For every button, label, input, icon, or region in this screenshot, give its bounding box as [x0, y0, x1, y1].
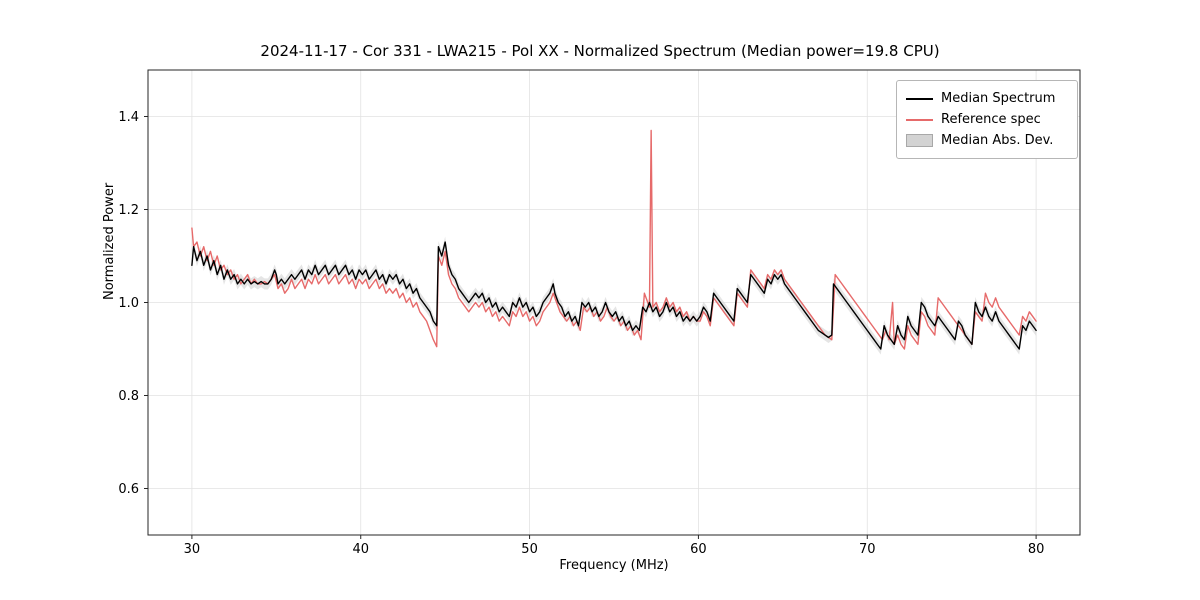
x-tick-label: 50: [521, 542, 538, 557]
x-tick-label: 80: [1028, 542, 1045, 557]
legend-label: Reference spec: [941, 112, 1041, 127]
chart-title: 2024-11-17 - Cor 331 - LWA215 - Pol XX -…: [260, 42, 940, 60]
x-tick-label: 60: [690, 542, 707, 557]
y-tick-label: 1.4: [118, 110, 139, 125]
y-tick-label: 1.2: [118, 203, 139, 218]
x-tick-label: 70: [859, 542, 876, 557]
x-tick-label: 40: [352, 542, 369, 557]
reference-spec-line: [191, 129, 1037, 350]
x-axis-label: Frequency (MHz): [559, 558, 669, 573]
legend: Median Spectrum Reference spec Median Ab…: [896, 80, 1078, 159]
legend-label: Median Abs. Dev.: [941, 133, 1054, 148]
y-tick-label: 0.6: [118, 482, 139, 497]
axis-ticks: 30 40 50 60 70 80 0.6 0.8 1.0 1.2 1.4: [118, 110, 1044, 557]
y-tick-label: 1.0: [118, 296, 139, 311]
reference-spec-line-swatch: [906, 118, 933, 121]
median-spectrum-line: [191, 241, 1037, 350]
legend-item-median-abs-dev: Median Abs. Dev.: [906, 130, 1067, 151]
median-abs-dev-patch-swatch: [906, 134, 933, 147]
x-tick-label: 30: [184, 542, 201, 557]
median-abs-dev-band: [191, 236, 1037, 355]
y-tick-label: 0.8: [118, 389, 139, 404]
legend-label: Median Spectrum: [941, 91, 1056, 106]
legend-item-reference-spec: Reference spec: [906, 109, 1067, 130]
median-spectrum-line-swatch: [906, 97, 933, 100]
legend-item-median-spectrum: Median Spectrum: [906, 88, 1067, 109]
